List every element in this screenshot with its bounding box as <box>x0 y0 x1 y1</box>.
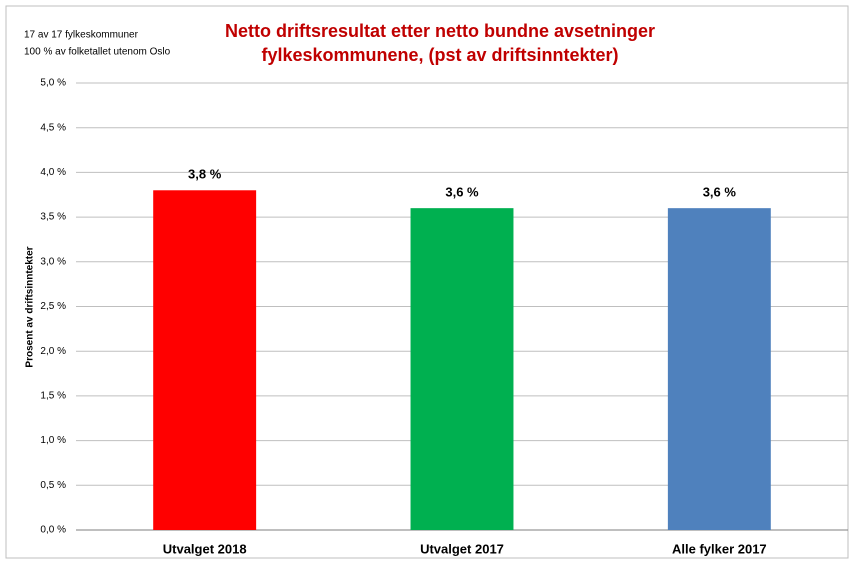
bar <box>410 208 514 530</box>
annotation: 100 % av folketallet utenom Oslo <box>24 47 171 58</box>
x-tick-label: Utvalget 2018 <box>163 541 247 556</box>
y-tick-label: 4,5 % <box>40 122 66 133</box>
value-label: 3,6 % <box>445 185 479 200</box>
y-tick-label: 2,0 % <box>40 346 66 357</box>
x-tick-label: Utvalget 2017 <box>420 541 504 556</box>
y-axis-label: Prosent av driftsinntekter <box>25 246 36 367</box>
y-tick-label: 2,5 % <box>40 301 66 312</box>
y-tick-label: 0,0 % <box>40 525 66 536</box>
y-tick-label: 5,0 % <box>40 78 66 89</box>
value-label: 3,6 % <box>703 185 737 200</box>
y-tick-label: 0,5 % <box>40 480 66 491</box>
chart-title: Netto driftsresultat etter netto bundne … <box>225 21 655 41</box>
x-tick-label: Alle fylker 2017 <box>672 541 767 556</box>
y-tick-label: 4,0 % <box>40 167 66 178</box>
y-tick-label: 1,0 % <box>40 435 66 446</box>
annotation: 17 av 17 fylkeskommuner <box>24 30 139 41</box>
y-tick-label: 1,5 % <box>40 391 66 402</box>
bar <box>667 208 771 530</box>
bar <box>153 190 257 530</box>
value-label: 3,8 % <box>188 167 222 182</box>
y-tick-label: 3,5 % <box>40 212 66 223</box>
y-tick-label: 3,0 % <box>40 256 66 267</box>
chart-title: fylkeskommunene, (pst av driftsinntekter… <box>261 45 618 65</box>
